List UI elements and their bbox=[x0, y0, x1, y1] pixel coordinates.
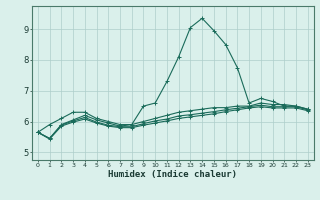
X-axis label: Humidex (Indice chaleur): Humidex (Indice chaleur) bbox=[108, 170, 237, 179]
